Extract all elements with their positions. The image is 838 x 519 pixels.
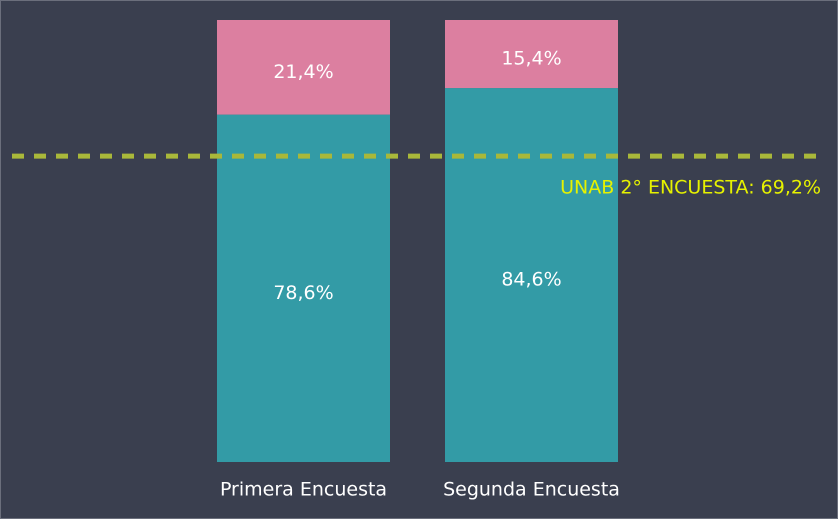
data-label: 78,6%: [273, 282, 333, 304]
x-tick-label: Primera Encuesta: [220, 479, 387, 501]
data-label: 21,4%: [273, 61, 333, 83]
data-label: 84,6%: [501, 269, 561, 291]
bar-segment: [445, 88, 618, 463]
x-tick-label: Segunda Encuesta: [443, 479, 620, 501]
data-label: 15,4%: [501, 48, 561, 70]
reference-label: UNAB 2° ENCUESTA: 69,2%: [560, 177, 821, 199]
bar-segment: [217, 20, 390, 115]
bar-segment: [217, 114, 390, 462]
bar-segment: [445, 20, 618, 89]
